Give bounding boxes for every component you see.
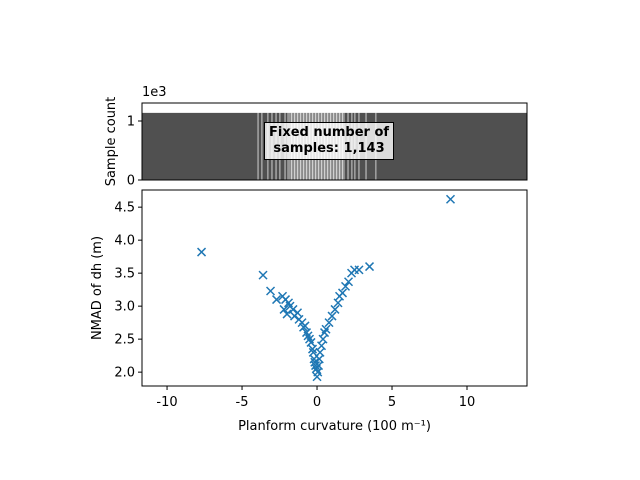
point [292,308,303,318]
point [282,309,292,319]
point [343,277,354,287]
y-offset-label: 1e3 [142,85,167,100]
bar [375,112,527,180]
point [316,341,327,351]
axes-frame [141,102,528,181]
point [310,361,321,371]
axes-frame [141,189,528,387]
y-tick-label: 0 [127,174,135,189]
y-tick-label: 4.0 [114,234,135,249]
point [321,324,331,334]
x-tick-label: 10 [459,395,476,410]
point [318,334,328,344]
point [266,286,276,296]
point [279,304,289,314]
scatter-area [197,194,456,382]
y-tick-label: 2.0 [114,366,135,381]
annotation: Fixed number of samples: 1,143 [264,122,395,160]
point [315,347,325,357]
y-tick-label: 1 [127,114,135,129]
point [288,304,298,314]
x-tick-label: -5 [236,395,249,410]
point [306,337,316,347]
y-tick-label: 3.5 [114,267,135,282]
x-tick-label: 5 [388,395,396,410]
point [258,270,268,280]
point [445,194,456,204]
x-axis-label: Planform curvature (100 m⁻¹) [238,419,431,434]
point [330,304,340,314]
bar [142,112,259,180]
point [197,247,207,257]
point [324,318,334,328]
point [337,288,348,298]
y-axis-label: NMAD of dh (m) [90,236,105,340]
x-tick-label: -10 [156,395,177,410]
point [333,298,343,308]
x-tick-label: 0 [313,395,321,410]
point [272,295,282,305]
point [364,262,375,272]
point [354,265,364,275]
point [327,311,337,321]
point [307,344,318,354]
y-axis-label: Sample count [104,97,119,187]
point [349,265,360,275]
y-tick-label: 3.0 [114,300,135,315]
point [300,321,310,331]
y-tick-label: 4.5 [114,201,135,216]
point [340,281,351,291]
y-tick-label: 2.5 [114,333,135,348]
bar [257,112,263,180]
